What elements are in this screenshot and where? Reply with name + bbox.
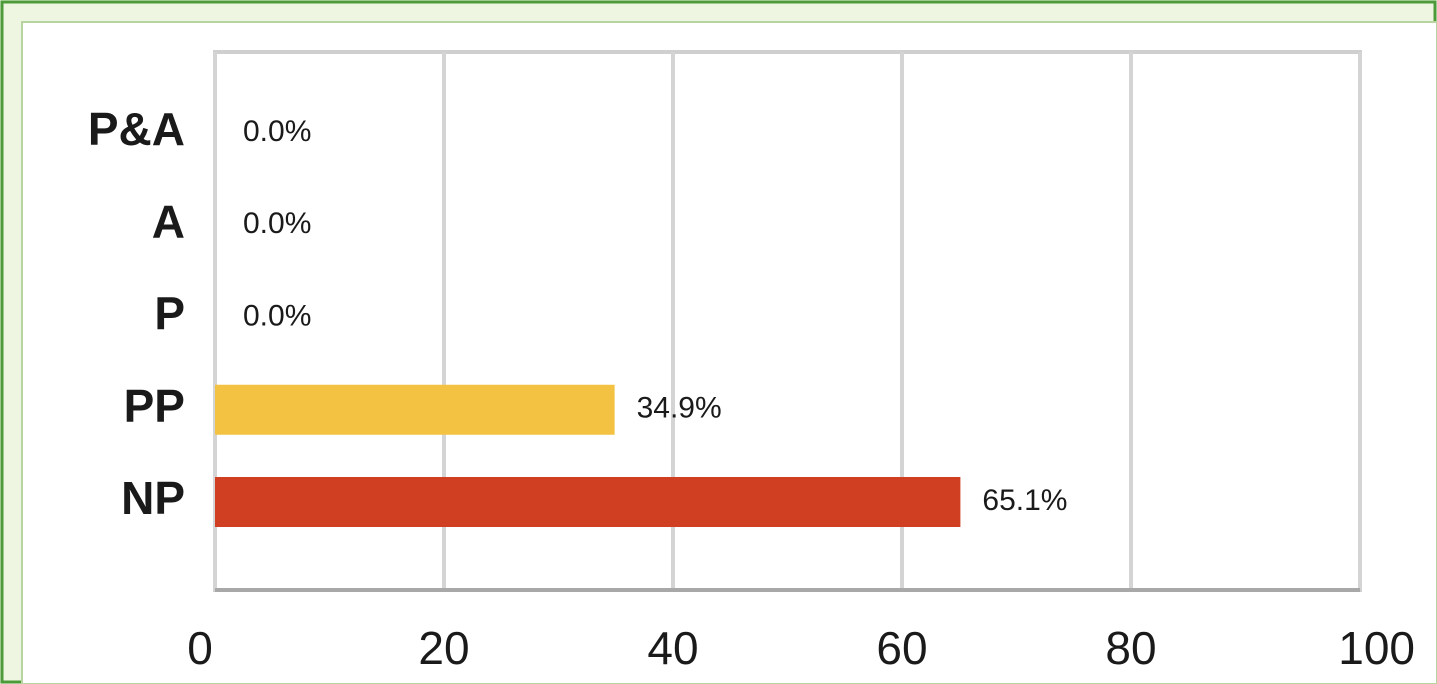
y-tick-label: A xyxy=(152,195,185,247)
y-tick-label: P xyxy=(154,288,185,340)
value-label: 0.0% xyxy=(243,115,311,148)
value-label: 0.0% xyxy=(243,299,311,332)
bar xyxy=(215,477,961,527)
value-label: 0.0% xyxy=(243,207,311,240)
x-tick-label: 100 xyxy=(1338,622,1415,674)
x-tick-label: 20 xyxy=(418,622,469,674)
value-label: 65.1% xyxy=(982,484,1067,517)
x-tick-label: 0 xyxy=(187,622,213,674)
y-tick-label: PP xyxy=(124,380,185,432)
y-tick-label: P&A xyxy=(88,103,185,155)
bar xyxy=(215,384,615,435)
value-label: 34.9% xyxy=(637,392,722,425)
x-tick-label: 80 xyxy=(1105,622,1156,674)
x-tick-label: 60 xyxy=(876,622,927,674)
panel xyxy=(21,21,1437,684)
y-tick-label: NP xyxy=(121,472,185,524)
x-tick-label: 40 xyxy=(647,622,698,674)
